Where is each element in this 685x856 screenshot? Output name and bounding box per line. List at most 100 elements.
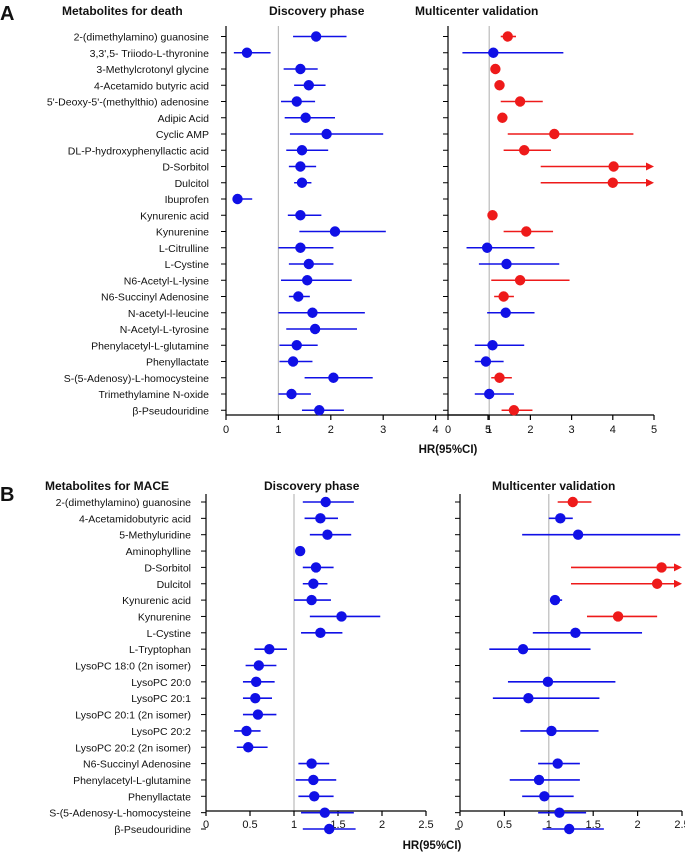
row-label: Phenylacetyl-L-glutamine: [91, 340, 209, 352]
hr-point: [250, 693, 261, 704]
row-label: Kynurenine: [156, 227, 209, 239]
hr-point: [502, 31, 513, 42]
hr-point: [514, 275, 526, 286]
hr-point: [306, 594, 317, 606]
discovery-row: [286, 323, 357, 335]
validation-row: [542, 823, 604, 835]
hr-point: [564, 823, 575, 835]
hr-point: [336, 611, 347, 622]
validation-row: [478, 258, 560, 270]
hr-point: [286, 388, 297, 400]
hr-point: [490, 63, 501, 75]
x-tick-label: 2: [379, 819, 385, 831]
row-label: N-Acetyl-L-tyrosine: [120, 324, 209, 336]
hr-point: [480, 356, 492, 367]
hr-point: [494, 80, 505, 91]
discovery-row: [294, 545, 306, 557]
discovery-row: [288, 258, 334, 270]
hr-point: [253, 660, 264, 671]
row-label: N6-Acetyl-L-lysine: [124, 275, 209, 287]
hr-point: [494, 372, 505, 383]
validation-row: [474, 356, 504, 367]
x-tick-label: 1: [486, 424, 492, 436]
hr-point: [329, 226, 341, 237]
hr-point: [291, 96, 302, 107]
x-tick-label: 0: [445, 424, 451, 436]
discovery-row: [278, 388, 311, 400]
validation-row: [557, 496, 592, 508]
validation-row: [571, 562, 682, 573]
x-tick-label: 1: [291, 819, 297, 831]
discovery-row: [279, 356, 313, 367]
discovery-row: [294, 80, 326, 91]
discovery-row: [293, 31, 347, 42]
row-label: 2-(dimethylamino) guanosine: [56, 497, 192, 509]
discovery-row: [242, 676, 275, 688]
hr-point: [523, 693, 534, 704]
row-label: N6-Succinyl Adenosine: [101, 292, 209, 304]
x-tick-label: 1: [546, 819, 552, 831]
hr-point: [241, 725, 252, 737]
x-tick-label: 2: [635, 819, 641, 831]
discovery-row: [299, 226, 386, 237]
discovery-row: [298, 758, 330, 769]
hr-point: [539, 791, 550, 802]
hr-point: [295, 63, 306, 75]
discovery-title: Discovery phase: [269, 4, 365, 18]
row-label: Dulcitol: [175, 178, 209, 190]
validation-row: [522, 791, 574, 802]
discovery-row: [302, 562, 334, 573]
validation-row: [520, 725, 599, 737]
hr-point: [303, 80, 314, 91]
row-label: D-Sorbitol: [144, 562, 191, 574]
panel-letter: A: [0, 3, 14, 25]
hr-point: [295, 242, 306, 253]
discovery-row: [242, 709, 277, 720]
row-label: LysoPC 20:1: [131, 693, 191, 705]
hr-point: [488, 47, 499, 58]
discovery-row: [281, 96, 316, 107]
row-label: β-Pseudouridine: [114, 824, 191, 836]
row-label: 4-Acetamido butyric acid: [94, 80, 209, 92]
row-label: S-(5-Adenosy-L-homocysteine: [49, 808, 191, 820]
validation-row: [522, 529, 681, 540]
validation-row: [507, 676, 616, 688]
row-label: Kynurenic acid: [122, 595, 191, 607]
hr-point: [295, 210, 306, 221]
hr-point: [296, 145, 308, 156]
row-label: Kynurenic acid: [140, 210, 209, 222]
validation-row: [571, 578, 682, 589]
hr-point: [300, 112, 311, 123]
discovery-row: [278, 242, 334, 253]
hr-point: [533, 774, 545, 786]
hr-point: [309, 791, 320, 802]
row-label: L-Citrulline: [159, 243, 209, 255]
row-label: Trimethylamine N-oxide: [99, 389, 210, 401]
validation-row: [489, 643, 591, 655]
row-label: LysoPC 20:2 (2n isomer): [75, 742, 191, 754]
hr-point: [315, 513, 326, 524]
discovery-row: [301, 405, 344, 416]
hr-point: [521, 226, 532, 237]
hr-point: [481, 242, 493, 253]
x-tick-label: 4: [433, 424, 439, 436]
discovery-row: [304, 372, 373, 383]
discovery-row: [302, 823, 356, 835]
validation-row: [494, 80, 505, 91]
hr-point: [291, 340, 302, 351]
validation-row: [532, 627, 643, 638]
validation-row: [509, 774, 580, 786]
hr-point: [294, 545, 306, 557]
hr-point: [546, 725, 557, 737]
row-label: L-Cystine: [165, 259, 210, 271]
hr-point: [549, 594, 561, 606]
validation-row: [586, 611, 658, 622]
panel-letter: B: [0, 484, 14, 506]
row-label: Phenyllactate: [128, 791, 191, 803]
discovery-row: [288, 291, 310, 302]
validation-row: [492, 693, 600, 704]
x-tick-label: 4: [610, 424, 616, 436]
discovery-row: [286, 145, 329, 156]
row-label: Phenylacetyl-L-glutamine: [73, 775, 191, 787]
